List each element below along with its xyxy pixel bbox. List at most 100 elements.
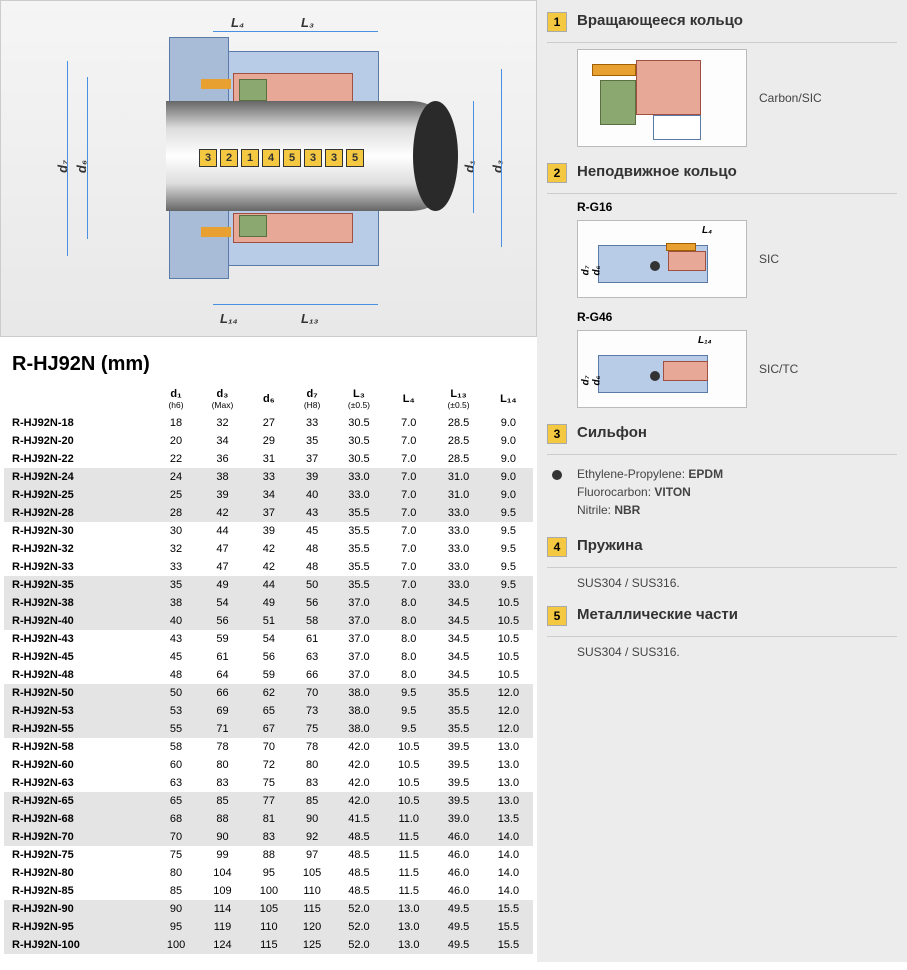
table-cell: 48.5 [334,828,385,846]
table-cell: 52.0 [334,936,385,954]
table-row: R-HJ92N-404056515837.08.034.510.5 [4,612,533,630]
table-cell: 34 [247,486,290,504]
table-row: R-HJ92N-686888819041.511.039.013.5 [4,810,533,828]
table-cell: 78 [291,738,334,756]
table-cell: 39 [198,486,248,504]
bullet-icon [552,470,562,480]
table-row: R-HJ92N-333347424835.57.033.09.5 [4,558,533,576]
table-cell: 51 [247,612,290,630]
column-header: L₁₃(±0.5) [433,384,484,414]
callout-box: 3 [304,149,322,167]
table-cell: 39.5 [433,756,484,774]
table-row: R-HJ92N-323247424835.57.033.09.5 [4,540,533,558]
table-row: R-HJ92N-757599889748.511.546.014.0 [4,846,533,864]
table-cell: R-HJ92N-20 [4,432,154,450]
table-cell: 29 [247,432,290,450]
callout-box: 3 [325,149,343,167]
table-cell: 80 [291,756,334,774]
table-cell: 38 [154,594,197,612]
table-cell: 37 [247,504,290,522]
table-cell: 24 [154,468,197,486]
table-cell: 8.0 [384,594,433,612]
table-cell: 80 [154,864,197,882]
table-cell: 10.5 [484,612,533,630]
table-cell: 30.5 [334,414,385,432]
table-cell: 28 [154,504,197,522]
table-cell: R-HJ92N-63 [4,774,154,792]
table-cell: R-HJ92N-35 [4,576,154,594]
column-header [4,384,154,414]
table-cell: 49.5 [433,918,484,936]
legend-title-1: Вращающееся кольцо [577,12,743,29]
table-cell: 18 [154,414,197,432]
table-cell: 69 [198,702,248,720]
table-cell: 39 [247,522,290,540]
table-cell: 33 [291,414,334,432]
callout-numbers: 32145335 [199,149,364,167]
table-cell: 46.0 [433,864,484,882]
table-cell: 104 [198,864,248,882]
main-diagram: 32145335 L₄ L₃ L₁₄ L₁₃ d₇ d₆ d₁ d₃ [0,0,537,337]
table-cell: 42.0 [334,738,385,756]
table-cell: 11.5 [384,828,433,846]
table-row: R-HJ92N-10010012411512552.013.049.515.5 [4,936,533,954]
table-cell: 34.5 [433,612,484,630]
table-row: R-HJ92N-434359546137.08.034.510.5 [4,630,533,648]
table-cell: R-HJ92N-48 [4,666,154,684]
table-cell: R-HJ92N-24 [4,468,154,486]
table-cell: 22 [154,450,197,468]
table-cell: 7.0 [384,414,433,432]
table-cell: 60 [154,756,197,774]
table-row: R-HJ92N-959511911012052.013.049.515.5 [4,918,533,936]
table-cell: 10.5 [384,792,433,810]
table-cell: 33.0 [433,504,484,522]
table-cell: 38.0 [334,684,385,702]
diagram-ring-bot [239,215,267,237]
table-cell: 48 [291,540,334,558]
table-cell: 49 [198,576,248,594]
table-cell: 28.5 [433,450,484,468]
table-cell: 10.5 [484,648,533,666]
column-header: L₃(±0.5) [334,384,385,414]
table-cell: 13.0 [384,936,433,954]
table-cell: 90 [198,828,248,846]
table-cell: R-HJ92N-55 [4,720,154,738]
table-cell: 34.5 [433,594,484,612]
legend-3-body: Ethylene-Propylene: EPDMFluorocarbon: VI… [577,465,723,519]
table-cell: 11.5 [384,864,433,882]
table-cell: 30.5 [334,450,385,468]
table-cell: 42.0 [334,756,385,774]
rg16-label: R-G16 [577,200,897,214]
table-cell: 43 [154,630,197,648]
diagram-o2 [201,227,231,237]
table-cell: R-HJ92N-38 [4,594,154,612]
table-row: R-HJ92N-282842374335.57.033.09.5 [4,504,533,522]
table-cell: 85 [154,882,197,900]
table-row: R-HJ92N-505066627038.09.535.512.0 [4,684,533,702]
diagram-ring-top [239,79,267,101]
table-cell: 35 [291,432,334,450]
table-cell: 58 [154,738,197,756]
table-cell: 39.5 [433,792,484,810]
table-cell: 119 [198,918,248,936]
table-cell: 9.0 [484,432,533,450]
legend-title-4: Пружина [577,537,643,554]
table-cell: 56 [291,594,334,612]
callout-box: 5 [346,149,364,167]
table-cell: 13.0 [484,774,533,792]
table-cell: R-HJ92N-50 [4,684,154,702]
table-cell: 48 [154,666,197,684]
table-cell: 120 [291,918,334,936]
diagram-shaft-end [413,101,458,211]
table-cell: 13.0 [484,756,533,774]
table-cell: 10.5 [484,666,533,684]
table-cell: 124 [198,936,248,954]
table-cell: 95 [154,918,197,936]
legend-title-5: Металлические части [577,606,738,623]
table-cell: 9.5 [384,702,433,720]
table-cell: 97 [291,846,334,864]
table-cell: R-HJ92N-58 [4,738,154,756]
table-cell: 7.0 [384,540,433,558]
legend-title-2: Неподвижное кольцо [577,163,737,180]
table-cell: 33.0 [433,522,484,540]
